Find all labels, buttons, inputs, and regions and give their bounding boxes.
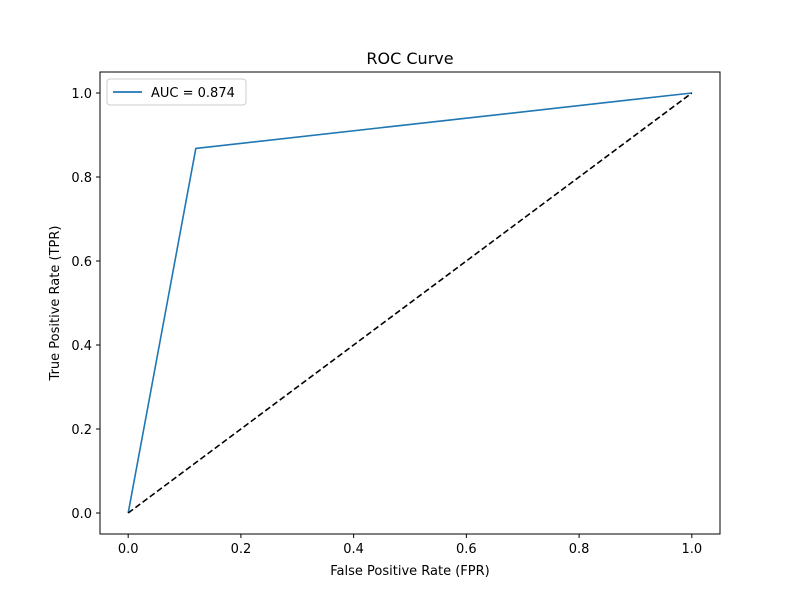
legend: AUC = 0.874	[106, 78, 247, 106]
y-axis-label: True Positive Rate (TPR)	[48, 226, 63, 382]
x-tick-label: 0.8	[569, 542, 590, 557]
x-axis-label: False Positive Rate (FPR)	[330, 564, 489, 579]
y-tick-label: 0.0	[71, 507, 92, 522]
y-axis: 0.0 0.2 0.4 0.6 0.8 1.0	[71, 87, 100, 522]
x-tick-label: 1.0	[681, 542, 702, 557]
y-tick-label: 0.6	[71, 255, 92, 270]
x-axis: 0.0 0.2 0.4 0.6 0.8 1.0	[118, 534, 702, 557]
x-tick-label: 0.6	[456, 542, 477, 557]
x-tick-label: 0.0	[118, 542, 139, 557]
x-tick-label: 0.4	[343, 542, 364, 557]
chart-title: ROC Curve	[366, 49, 453, 68]
x-tick-label: 0.2	[231, 542, 252, 557]
legend-label-roc: AUC = 0.874	[151, 86, 235, 101]
series-layer	[127, 92, 693, 514]
y-tick-label: 1.0	[71, 87, 92, 102]
chance-diagonal-line	[127, 92, 693, 514]
roc-curve-line	[127, 92, 692, 514]
y-tick-label: 0.4	[71, 339, 92, 354]
y-tick-label: 0.2	[71, 423, 92, 438]
legend-box	[106, 78, 247, 106]
plot-frame	[99, 71, 721, 535]
y-tick-label: 0.8	[71, 171, 92, 186]
